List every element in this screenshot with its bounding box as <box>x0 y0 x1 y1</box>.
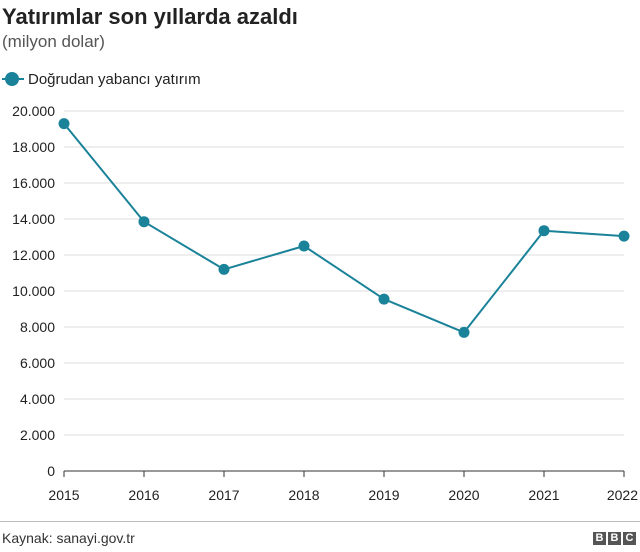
data-point <box>538 225 550 237</box>
legend-marker <box>5 72 19 86</box>
y-tick-labels: 0 2.000 4.000 6.000 8.000 10.000 12.000 14.000 1… <box>12 103 55 479</box>
series-line <box>63 122 625 334</box>
data-point <box>618 230 630 242</box>
bbc-logo: B B C <box>593 532 636 545</box>
y-tick-label: 4.000 <box>20 391 55 407</box>
x-tick-labels: 2015 2016 2017 2018 2019 2020 2021 2022 <box>48 487 638 503</box>
y-tick-label: 6.000 <box>20 355 55 371</box>
data-point <box>458 326 470 338</box>
data-point <box>218 263 230 275</box>
data-point <box>378 293 390 305</box>
legend-label: Doğrudan yabancı yatırım <box>28 70 201 88</box>
legend-swatch <box>2 71 24 87</box>
data-point <box>298 240 310 252</box>
x-tick-label: 2016 <box>128 487 159 503</box>
x-tick-label: 2018 <box>288 487 319 503</box>
line-chart: 0 2.000 4.000 6.000 8.000 10.000 12.000 14.000 1… <box>12 103 638 503</box>
y-tick-label: 2.000 <box>20 427 55 443</box>
x-tick-label: 2022 <box>607 487 638 503</box>
y-tick-label: 16.000 <box>12 175 55 191</box>
chart-subtitle: (milyon dolar) <box>2 32 105 51</box>
footer-divider <box>0 521 640 522</box>
x-tick-label: 2019 <box>368 487 399 503</box>
series-line-path <box>63 122 625 334</box>
logo-letter: C <box>623 532 636 545</box>
source-note: Kaynak: sanayi.gov.tr <box>2 530 135 546</box>
x-tick-label: 2017 <box>208 487 239 503</box>
y-tick-label: 18.000 <box>12 139 55 155</box>
logo-letter: B <box>608 532 621 545</box>
y-tick-label: 12.000 <box>12 247 55 263</box>
y-tick-label: 14.000 <box>12 211 55 227</box>
x-tick-label: 2015 <box>48 487 79 503</box>
x-axis <box>63 470 625 477</box>
x-tick-label: 2021 <box>528 487 559 503</box>
logo-letter: B <box>593 532 606 545</box>
y-tick-label: 8.000 <box>20 319 55 335</box>
legend: Doğrudan yabancı yatırım <box>2 69 201 89</box>
chart-title: Yatırımlar son yıllarda azaldı <box>2 4 298 29</box>
data-point <box>138 216 150 228</box>
data-point <box>58 118 70 130</box>
y-tick-label: 20.000 <box>12 103 55 119</box>
y-tick-label: 10.000 <box>12 283 55 299</box>
series-markers <box>58 118 630 338</box>
y-tick-label: 0 <box>47 463 55 479</box>
x-tick-label: 2020 <box>448 487 479 503</box>
grid-lines <box>64 110 624 436</box>
